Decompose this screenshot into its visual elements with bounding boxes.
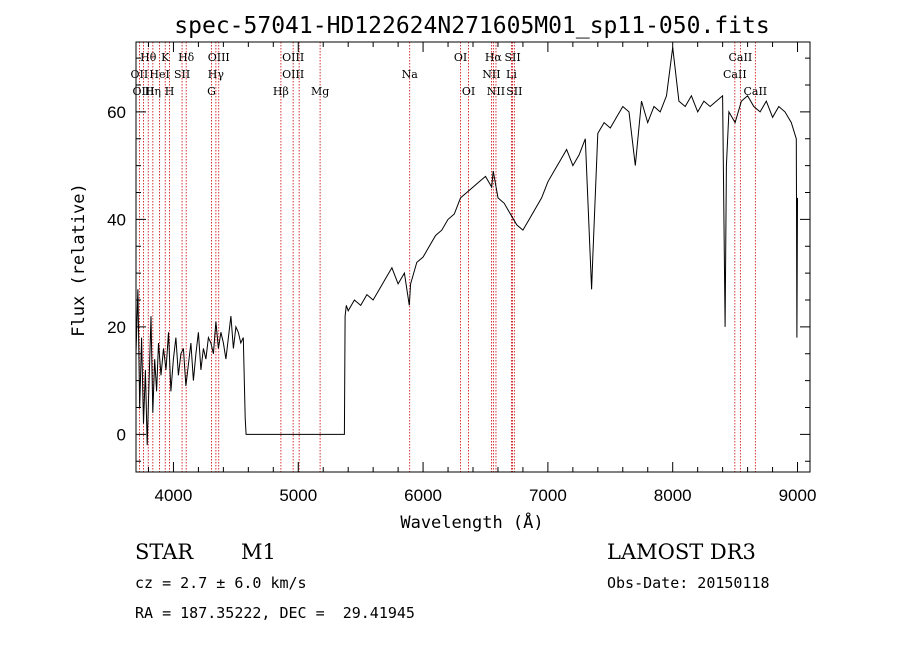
survey-name: LAMOST DR3 (607, 540, 756, 564)
emission-line-label: Li (506, 68, 517, 81)
emission-line-label: H (165, 85, 175, 98)
emission-line-label: CaII (743, 85, 767, 98)
y-tick-label: 60 (107, 103, 126, 122)
emission-line-label: Hδ (178, 51, 195, 64)
emission-line-label: Hθ (140, 51, 157, 64)
emission-line-label: K (161, 51, 170, 64)
emission-line-label: SII (506, 85, 522, 98)
redshift-velocity: cz = 2.7 ± 6.0 km/s (135, 574, 307, 592)
x-axis-label: Wavelength (Å) (400, 511, 543, 533)
x-tick-label: 8000 (654, 486, 692, 505)
emission-line-markers (138, 42, 756, 472)
object-subclass: M1 (241, 540, 276, 564)
emission-line-label: Hγ (208, 68, 225, 81)
x-tick-label: 9000 (779, 486, 817, 505)
y-tick-label: 40 (107, 210, 126, 229)
x-tick-label: 7000 (529, 486, 567, 505)
plot-frame (135, 41, 811, 473)
spectrum-line (135, 47, 798, 446)
x-tick-label: 6000 (404, 486, 442, 505)
emission-line-label: Hα (485, 51, 503, 64)
emission-line-label: Na (402, 68, 419, 81)
emission-line-label: HeI (149, 68, 169, 81)
emission-line-label: Hβ (273, 85, 289, 98)
emission-line-label: NII (482, 68, 500, 81)
coordinates: RA = 187.35222, DEC = 29.41945 (135, 604, 415, 622)
emission-line-label: CaII (729, 51, 753, 64)
x-tick-label: 5000 (279, 486, 317, 505)
emission-line-label: OIII (132, 85, 154, 98)
emission-line-label: CaII (723, 68, 747, 81)
emission-line-label: OI (462, 85, 475, 98)
emission-line-label: G (207, 85, 216, 98)
x-tick-label: 4000 (155, 486, 193, 505)
emission-line-label: OIII (208, 51, 230, 64)
emission-line-label: OIII (282, 68, 304, 81)
emission-line-labels: Hθ OII OIII K HeI Hη Hδ SII H OIII Hγ G OIII OIII Hβ Mg… (131, 51, 768, 98)
y-tick-label: 20 (107, 318, 126, 337)
emission-line-label: OI (454, 51, 467, 64)
emission-line-label: SII (504, 51, 520, 64)
object-class: STAR (135, 540, 194, 564)
y-axis-ticks: 0 20 40 60 (107, 57, 810, 462)
x-axis-ticks: 4000 5000 6000 7000 8000 9000 (147, 42, 817, 505)
emission-line-label: Hη (145, 85, 161, 98)
emission-line-label: NII (487, 85, 505, 98)
observation-date: Obs-Date: 20150118 (607, 574, 770, 592)
emission-line-label: OIII (282, 51, 304, 64)
y-tick-label: 0 (117, 425, 126, 444)
emission-line-label: SII (174, 68, 190, 81)
y-axis-label: Flux (relative) (69, 183, 89, 337)
emission-line-label: OII (131, 68, 149, 81)
chart-title: spec-57041-HD122624N271605M01_sp11-050.f… (174, 13, 769, 39)
emission-line-label: Mg (311, 85, 329, 98)
